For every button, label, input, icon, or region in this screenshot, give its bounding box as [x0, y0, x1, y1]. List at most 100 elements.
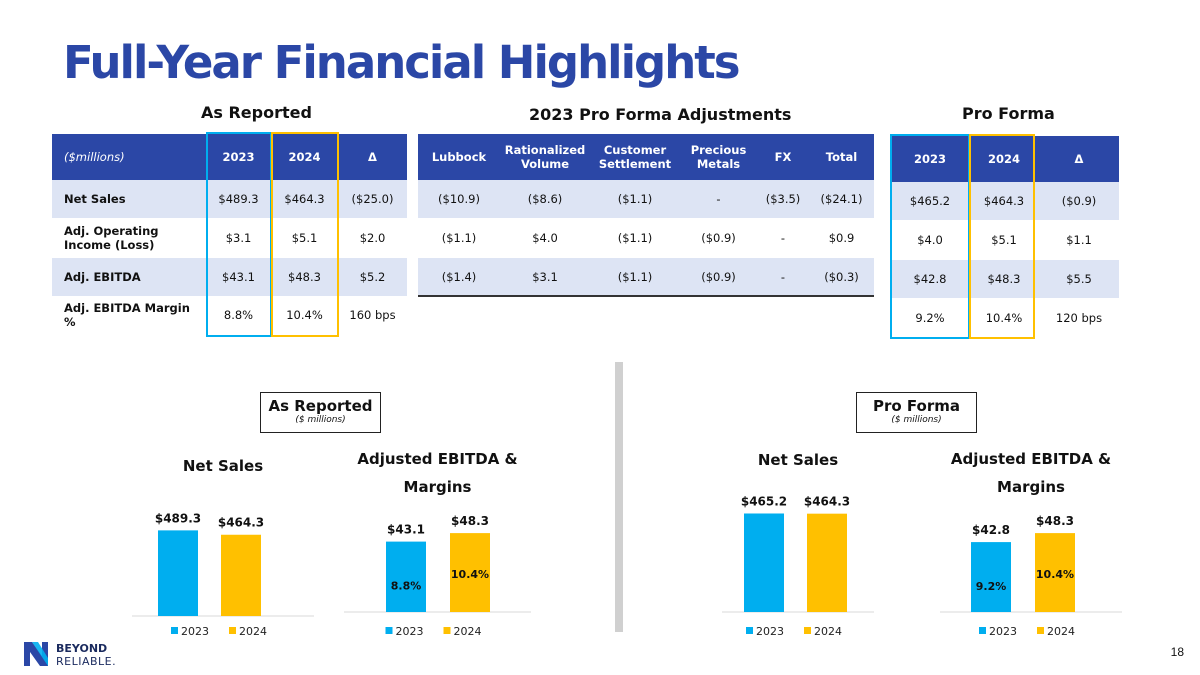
adjustments-table: Lubbock Rationalized Volume Customer Set…	[418, 134, 874, 297]
legend-swatch	[385, 627, 393, 634]
header-millions: ($millions)	[52, 134, 206, 180]
legend-label: 2023	[989, 625, 1017, 638]
row-label: Net Sales	[52, 180, 206, 218]
cell: ($1.1)	[441, 231, 477, 245]
table-row: Adj. EBITDA Margin % 8.8% 10.4% 160 bps	[52, 296, 407, 334]
logo-line1: BEYOND	[56, 642, 107, 655]
chart-title: Margins	[404, 478, 472, 496]
chart-net-sales-proforma: Net Sales $465.2 $464.3 2023 2024	[722, 451, 874, 638]
table-row: $42.8 $48.3 $5.5	[891, 260, 1119, 298]
cell: ($0.9)	[1039, 182, 1119, 220]
table-row: $465.2 $464.3 ($0.9)	[891, 182, 1119, 220]
cell: ($0.9)	[680, 258, 757, 296]
section-pro-forma: Pro Forma	[962, 104, 1055, 123]
table-row: Adj. EBITDA $43.1 $48.3 $5.2	[52, 258, 407, 296]
margin-label: 8.8%	[391, 580, 422, 593]
legend-swatch	[746, 627, 753, 634]
cell: ($10.9)	[418, 180, 500, 218]
cell: $48.3	[969, 260, 1039, 298]
cell: ($25.0)	[338, 180, 407, 218]
header-2024: 2024	[969, 136, 1039, 182]
cell: ($0.3)	[809, 258, 874, 296]
chart-title: Net Sales	[183, 457, 263, 475]
box-subtitle: ($ millions)	[295, 415, 346, 425]
header-2023: 2023	[206, 134, 271, 180]
cell: ($1.1)	[590, 258, 680, 296]
legend-label: 2024	[814, 625, 842, 638]
box-title: Pro Forma	[872, 397, 960, 415]
cell: ($8.6)	[500, 180, 590, 218]
cell: $48.3	[271, 258, 338, 296]
chart-adj-ebitda-proforma: Adjusted EBITDA & Margins $42.8 9.2% $48.3 10…	[940, 450, 1122, 638]
header-lubbock: Lubbock	[418, 134, 500, 180]
header-fx: FX	[757, 134, 809, 180]
section-as-reported: As Reported	[201, 103, 312, 122]
data-label: $48.3	[1036, 514, 1074, 528]
cell: ($1.1)	[617, 231, 653, 245]
cell: -	[757, 258, 809, 296]
cell: $5.1	[991, 233, 1017, 247]
cell: $1.1	[1066, 233, 1092, 247]
data-label: $464.3	[804, 495, 850, 509]
legend-swatch	[804, 627, 811, 634]
cell: 10.4%	[286, 308, 323, 322]
table-row: ($1.1) $4.0 ($1.1) ($0.9) - $0.9	[418, 218, 874, 258]
bar-2023	[744, 513, 784, 612]
page-title: Full-Year Financial Highlights	[63, 36, 741, 89]
chart-title: Adjusted EBITDA &	[951, 450, 1111, 468]
chart-title: Margins	[997, 478, 1065, 496]
chart-net-sales-reported: Net Sales $489.3 $464.3 2023 2024	[132, 457, 314, 638]
cell: 120 bps	[1055, 311, 1103, 325]
legend-label: 2024	[239, 625, 267, 638]
cell: $464.3	[969, 182, 1039, 220]
data-label: $489.3	[155, 511, 201, 525]
data-label: $48.3	[451, 514, 489, 528]
cell: -	[680, 180, 757, 218]
header-rationalized-volume: Rationalized Volume	[500, 134, 590, 180]
cell: ($1.1)	[590, 180, 680, 218]
section-divider	[615, 362, 623, 632]
table-row: ($1.4) $3.1 ($1.1) ($0.9) - ($0.3)	[418, 258, 874, 296]
logo-mark-icon: BEYOND RELIABLE.	[24, 642, 116, 668]
header-delta: Δ	[1039, 136, 1119, 182]
cell: 8.8%	[223, 308, 254, 322]
table-row: Net Sales $489.3 $464.3 ($25.0)	[52, 180, 407, 218]
header-customer-settlement: Customer Settlement	[590, 134, 680, 180]
header-2024: 2024	[271, 134, 338, 180]
legend-swatch	[229, 627, 236, 634]
row-label: Adj. Operating Income (Loss)	[64, 224, 159, 252]
data-label: $464.3	[218, 516, 264, 530]
bar-2024	[807, 513, 847, 612]
chart-title: Net Sales	[758, 451, 838, 469]
cell: 160 bps	[349, 308, 396, 322]
table-row: Adj. Operating Income (Loss) $3.1 $5.1 $…	[52, 218, 407, 258]
chart-title: Adjusted EBITDA &	[357, 450, 517, 468]
pro-forma-label-box: Pro Forma ($ millions)	[856, 392, 977, 433]
cell: $42.8	[891, 260, 969, 298]
legend-swatch	[1037, 627, 1044, 634]
cell: $489.3	[206, 180, 271, 218]
header-total: Total	[809, 134, 874, 180]
cell: $3.1	[500, 258, 590, 296]
row-label: Adj. EBITDA	[52, 258, 206, 296]
margin-label: 9.2%	[976, 580, 1007, 593]
cell: $465.2	[891, 182, 969, 220]
cell: $464.3	[271, 180, 338, 218]
bar-2023	[158, 530, 198, 616]
bar-2024	[221, 534, 261, 616]
header-2023: 2023	[891, 136, 969, 182]
cell: ($0.9)	[701, 231, 736, 245]
cell: ($24.1)	[809, 180, 874, 218]
margin-label: 10.4%	[451, 568, 489, 581]
cell: 10.4%	[985, 311, 1023, 325]
cell: ($1.4)	[418, 258, 500, 296]
section-pro-forma-adjustments: 2023 Pro Forma Adjustments	[529, 105, 792, 124]
bar-2024	[450, 533, 490, 612]
chart-adj-ebitda-reported: Adjusted EBITDA & Margins $43.1 8.8% $48.3 10…	[344, 450, 531, 638]
table-row: ($10.9) ($8.6) ($1.1) - ($3.5) ($24.1)	[418, 180, 874, 218]
bar-2023	[386, 541, 426, 612]
as-reported-table: ($millions) 2023 2024 Δ Net Sales $489.3…	[52, 134, 407, 334]
header-precious-metals: Precious Metals	[680, 134, 757, 180]
company-logo: BEYOND RELIABLE.	[22, 638, 152, 673]
table-row: 9.2% 10.4% 120 bps	[891, 298, 1119, 338]
